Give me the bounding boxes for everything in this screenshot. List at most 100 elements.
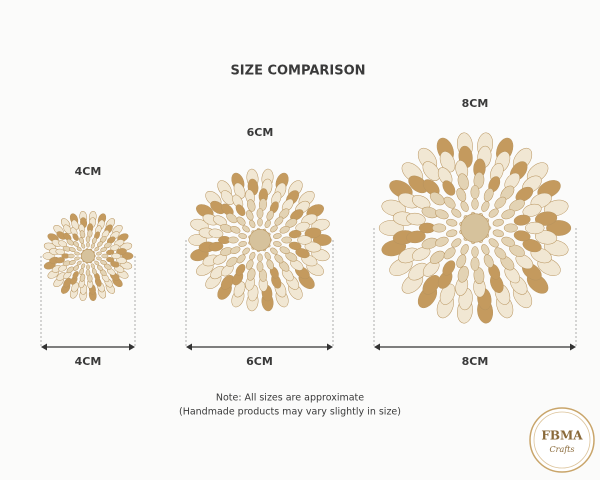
arrow-head [570, 343, 576, 351]
petal [58, 264, 68, 272]
petal [66, 266, 74, 274]
petal [443, 247, 456, 260]
arrow-head [374, 343, 380, 351]
petal [457, 266, 469, 283]
arrow-head [327, 343, 333, 351]
petal [297, 235, 312, 245]
petal [97, 241, 103, 247]
petal [432, 223, 447, 233]
petal [406, 230, 426, 244]
petal [435, 209, 449, 220]
flower [42, 210, 134, 302]
size-label: 4CM [75, 355, 102, 368]
petal [288, 230, 302, 239]
petal [411, 195, 431, 210]
petal [442, 260, 456, 276]
petal [535, 230, 558, 245]
note: Note: All sizes are approximate [216, 393, 364, 404]
petal [220, 190, 235, 205]
petal [76, 260, 82, 266]
petal [247, 268, 256, 281]
size-label: 4CM [75, 165, 102, 178]
petal [279, 246, 290, 254]
petal [524, 221, 545, 235]
petal [247, 199, 256, 212]
petal [238, 233, 247, 239]
logo-tagline: Crafts [550, 445, 575, 454]
petal [111, 252, 121, 260]
petal [488, 208, 499, 218]
petal [257, 217, 263, 227]
petal [94, 260, 100, 266]
petal [249, 219, 256, 229]
petal [227, 236, 239, 244]
petal [90, 243, 95, 249]
petal [86, 264, 90, 271]
arrow-head [41, 343, 47, 351]
petal [86, 241, 90, 248]
petal [230, 246, 241, 254]
petal [494, 196, 507, 209]
petal [233, 182, 246, 199]
petal [233, 281, 246, 298]
petal [69, 260, 76, 265]
petal [236, 254, 246, 264]
petal [439, 283, 456, 305]
petal [230, 226, 241, 234]
petal [470, 185, 480, 200]
petal [188, 234, 208, 246]
petal [74, 256, 80, 261]
petal [110, 244, 120, 251]
petal [295, 248, 310, 259]
petal [242, 225, 250, 233]
petal [55, 248, 65, 255]
petal [471, 246, 479, 258]
petal [274, 216, 284, 226]
petal [73, 265, 79, 271]
petal [492, 229, 504, 238]
petal [90, 263, 95, 269]
petal [273, 241, 282, 247]
petal [106, 249, 115, 255]
petal [58, 240, 68, 248]
petal [55, 257, 65, 264]
petal [270, 247, 278, 255]
petal [121, 252, 134, 260]
petal [242, 247, 250, 255]
petal [101, 253, 109, 259]
petal [422, 275, 441, 295]
petal [63, 224, 72, 234]
flower-center [249, 229, 271, 251]
petal [274, 254, 284, 264]
petal [208, 228, 224, 239]
petal [288, 241, 302, 250]
petal [513, 230, 531, 242]
petal [116, 248, 127, 256]
logo: FBMA Crafts [529, 407, 595, 473]
petal [72, 233, 79, 241]
petal [94, 246, 100, 252]
petal [546, 220, 572, 236]
petal [235, 264, 246, 276]
petal [226, 213, 238, 224]
petal [67, 253, 75, 259]
petal [535, 211, 558, 226]
petal [429, 191, 445, 206]
petal [212, 254, 227, 265]
petal [63, 278, 72, 288]
petal [460, 244, 469, 255]
petal [76, 246, 82, 252]
petal [256, 261, 264, 273]
flower-center [80, 248, 96, 264]
petal [378, 220, 404, 236]
petal [492, 218, 504, 227]
petal [304, 241, 322, 253]
petal [451, 238, 462, 248]
size-label: 8CM [462, 355, 489, 368]
arrow-head [129, 343, 135, 351]
petal [312, 234, 332, 246]
petal [81, 263, 86, 269]
petal [236, 216, 246, 226]
petal [488, 238, 499, 248]
petal [220, 275, 235, 290]
